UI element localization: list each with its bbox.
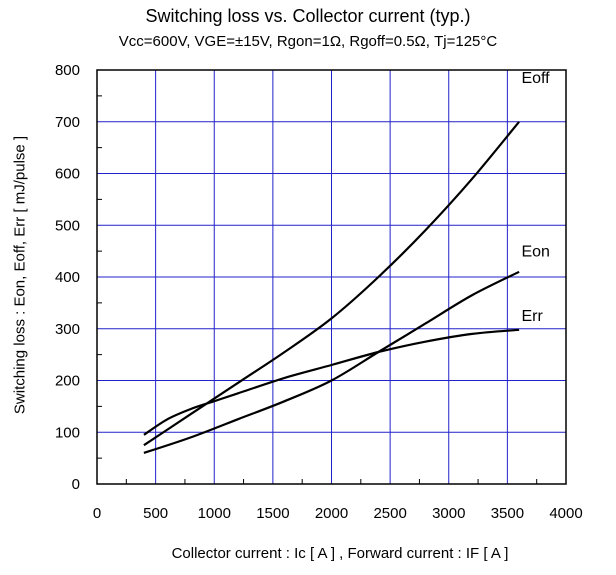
series-label-err: Err — [521, 308, 543, 325]
y-tick-label: 600 — [55, 166, 80, 183]
x-tick-label: 500 — [143, 505, 168, 522]
y-tick-label: 200 — [55, 373, 80, 390]
x-tick-labels: 0 500 1000 1500 2000 2500 3000 3500 4000 — [93, 505, 583, 522]
series-line-err — [143, 328, 520, 436]
y-tick-labels: 0 100 200 300 400 500 600 700 800 — [55, 62, 80, 493]
y-tick-label: 500 — [55, 217, 80, 234]
series-label-eoff: Eoff — [521, 70, 550, 87]
y-tick-label: 0 — [72, 476, 80, 493]
chart-subtitle: Vcc=600V, VGE=±15V, Rgon=1Ω, Rgoff=0.5Ω,… — [118, 33, 498, 50]
y-tick-label: 700 — [55, 114, 80, 131]
x-tick-label: 0 — [93, 505, 101, 522]
series-labels: Eoff Eon Err — [521, 70, 550, 325]
grid — [97, 70, 566, 484]
tick-marks — [97, 95, 538, 484]
plot-frame — [96, 69, 567, 485]
y-tick-label: 400 — [55, 269, 80, 286]
y-tick-label: 800 — [55, 62, 80, 79]
x-tick-label: 3000 — [432, 505, 465, 522]
y-tick-label: 100 — [55, 424, 80, 441]
series-lines — [143, 121, 520, 454]
chart-title: Switching loss vs. Collector current (ty… — [145, 6, 471, 26]
x-tick-label: 2000 — [315, 505, 348, 522]
x-tick-label: 2500 — [373, 505, 406, 522]
y-tick-label: 300 — [55, 321, 80, 338]
y-axis-label: Switching loss : Eon, Eoff, Err [ mJ/pul… — [11, 135, 29, 415]
series-line-eon — [143, 270, 520, 454]
series-label-eon: Eon — [521, 243, 549, 260]
x-tick-label: 1500 — [256, 505, 289, 522]
x-axis-label: Collector current : Ic [ A ] , Forward c… — [171, 545, 509, 562]
x-tick-label: 3500 — [491, 505, 524, 522]
x-tick-label: 4000 — [549, 505, 582, 522]
x-tick-label: 1000 — [198, 505, 231, 522]
